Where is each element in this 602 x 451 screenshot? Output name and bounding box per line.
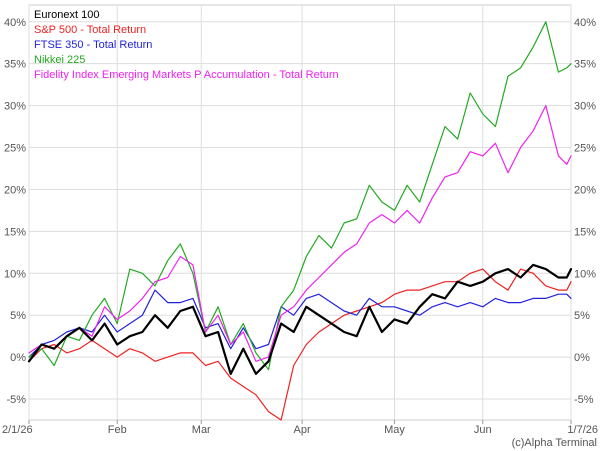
y-tick-label-left: 35% <box>4 59 26 71</box>
y-tick-label-left: 20% <box>4 184 26 196</box>
x-tick-label: May <box>384 424 405 436</box>
y-tick-label-left: 10% <box>4 268 26 280</box>
axes: -5% -5% 0% 0% 5% 5% 10% 10% 15% 15% 20% 20% 25% 25% 30… <box>2 17 598 436</box>
legend-entry: FTSE 350 - Total Return <box>34 39 152 51</box>
x-tick-label: 1/7/26 <box>567 424 598 436</box>
y-tick-label-left: 25% <box>4 143 26 155</box>
y-tick-label-left: 15% <box>4 226 26 238</box>
series-line-0 <box>27 263 573 375</box>
y-tick-label-right: 15% <box>574 226 596 238</box>
x-tick-label: Jun <box>474 424 492 436</box>
y-tick-label-right: 5% <box>574 310 590 322</box>
series-line-2 <box>28 289 572 358</box>
y-tick-label-right: 30% <box>574 101 596 113</box>
series-line-1 <box>28 268 572 421</box>
legend-entry: Euronext 100 <box>34 9 99 21</box>
y-tick-label-right: 10% <box>574 268 596 280</box>
legend-entry: Nikkei 225 <box>34 54 85 66</box>
y-tick-label-right: 0% <box>574 352 590 364</box>
y-tick-label-right: -5% <box>574 394 594 406</box>
series-line-3 <box>28 21 572 371</box>
series-group <box>27 21 573 421</box>
y-tick-label-left: -5% <box>6 394 26 406</box>
legend-entry: Fidelity Index Emerging Markets P Accumu… <box>34 69 339 81</box>
series-line-4 <box>28 105 572 362</box>
y-tick-label-right: 40% <box>574 17 596 29</box>
plot-frame <box>28 4 572 421</box>
x-tick-label: Feb <box>108 424 127 436</box>
x-tick-label: Apr <box>294 424 311 436</box>
y-tick-label-right: 25% <box>574 143 596 155</box>
y-tick-label-left: 40% <box>4 17 26 29</box>
legend: Euronext 100 S&P 500 - Total Return FTSE 3… <box>34 9 339 81</box>
legend-entry: S&P 500 - Total Return <box>34 24 146 36</box>
y-tick-label-right: 35% <box>574 59 596 71</box>
x-tick-label: 2/1/26 <box>2 424 33 436</box>
credit-text: (c)Alpha Terminal <box>512 437 597 449</box>
y-tick-label-left: 5% <box>10 310 26 322</box>
x-tick-label: Mar <box>192 424 211 436</box>
y-tick-label-left: 30% <box>4 101 26 113</box>
y-tick-label-left: 0% <box>10 352 26 364</box>
y-tick-label-right: 20% <box>574 184 596 196</box>
